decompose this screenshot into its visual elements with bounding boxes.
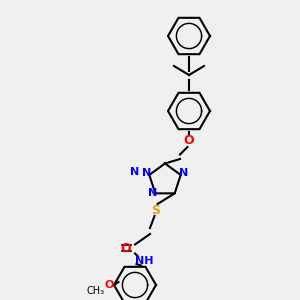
Text: CH₃: CH₃ <box>87 286 105 296</box>
Text: O: O <box>121 242 131 256</box>
Text: N: N <box>130 167 139 177</box>
Text: NH: NH <box>135 256 153 266</box>
Text: O: O <box>184 134 194 148</box>
Text: S: S <box>152 203 160 217</box>
Text: O: O <box>105 280 114 290</box>
Text: N: N <box>179 168 188 178</box>
Text: N: N <box>142 168 151 178</box>
Text: N: N <box>148 188 157 198</box>
